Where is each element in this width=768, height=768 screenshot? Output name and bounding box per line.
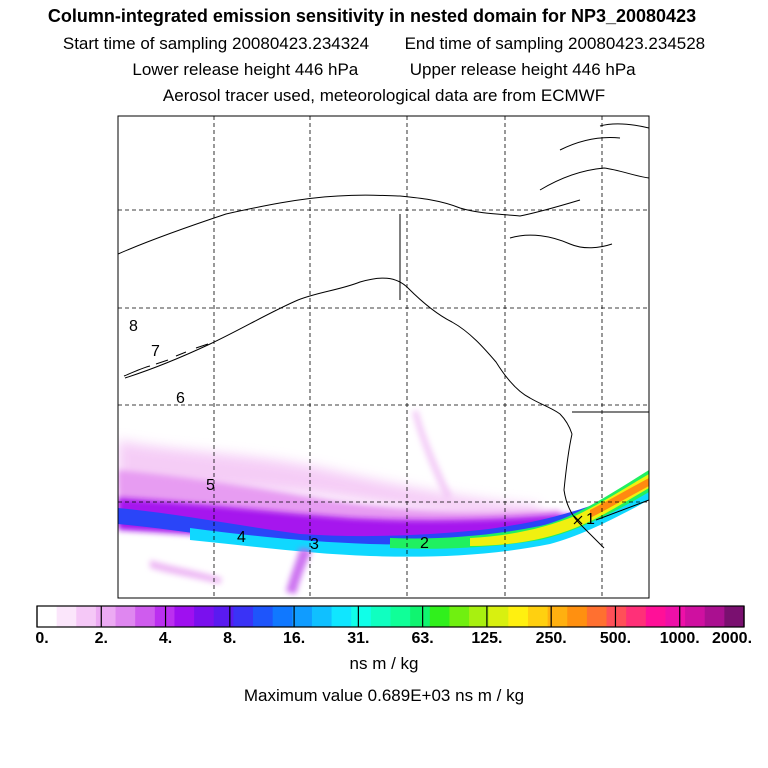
map-frame [117,115,650,599]
arctic-islands [509,123,649,249]
map-panel: 1 2 3 4 5 6 7 8 [117,115,650,599]
lower-height-label: Lower release height [132,60,291,79]
end-time-value: 20080423.234528 [568,34,706,53]
start-time-value: 20080423.234324 [232,34,370,53]
trajectory-label-4: 4 [237,529,246,546]
trajectory-label-1: 1 [586,511,595,528]
graticule [118,116,649,598]
plume-faint-north [118,440,540,520]
start-time-label: Start time of sampling [62,34,228,53]
upper-height-value: 446 hPa [572,60,636,79]
maximum-value: Maximum value 0.689E+03 ns m / kg [0,686,768,706]
maximum-value-number: 0.689E+03 [367,686,451,705]
maximum-value-units: ns m / kg [455,686,525,705]
plume-faint-streak [412,410,452,500]
maximum-value-label: Maximum value [243,686,363,705]
trajectory-label-7: 7 [151,343,160,360]
colorbar-units: ns m / kg [349,654,419,673]
trajectory-label-6: 6 [176,390,185,407]
trajectory-label-2: 2 [420,535,429,552]
arctic-coast [118,194,581,255]
sensitivity-plume [118,410,649,594]
trajectory-label-8: 8 [129,318,138,335]
release-point-marker [573,515,583,525]
canada-border [399,214,649,413]
plume-south-branch [286,548,312,594]
plot-title: Column-integrated emission sensitivity i… [47,6,697,26]
plume-yellow [470,474,649,546]
lower-height-value: 446 hPa [294,60,359,79]
plume-orange [590,478,649,518]
coastlines [118,123,649,549]
release-heights: Lower release height 446 hPa Upper relea… [0,60,768,80]
end-time-label: End time of sampling [404,34,564,53]
west-coast-us [563,433,649,549]
sampling-times: Start time of sampling 20080423.234324 E… [0,34,768,54]
trajectory-label-5: 5 [206,477,215,494]
upper-height-label: Upper release height [409,60,568,79]
plume-south-west-wisp [150,560,222,584]
trajectory-label-3: 3 [310,536,319,553]
tracer-info: Aerosol tracer used, meteorological data… [162,86,606,105]
aleutian-chain [123,343,209,377]
alaska-coast [124,277,573,435]
